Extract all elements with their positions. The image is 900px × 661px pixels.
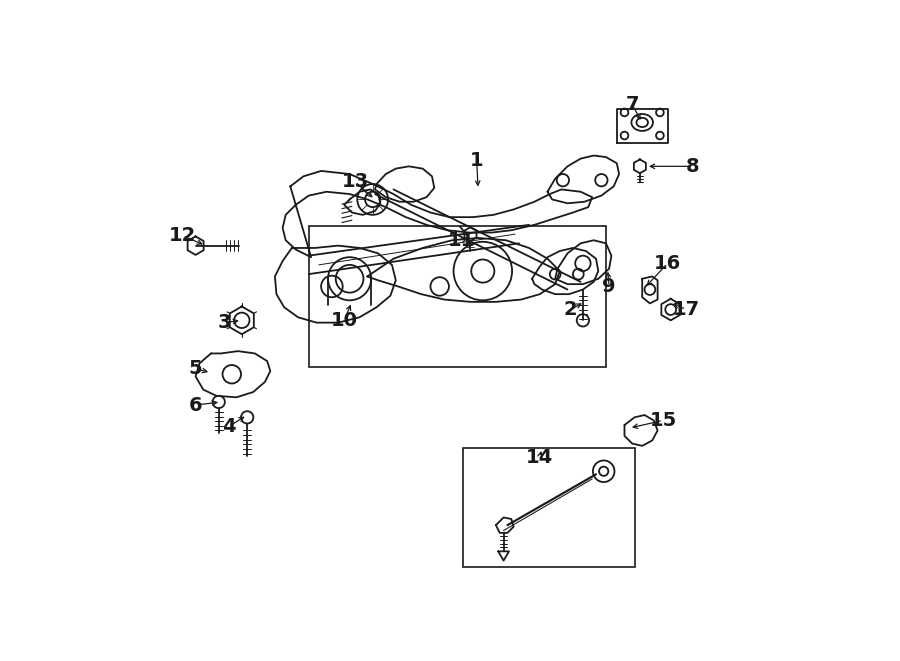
Text: 5: 5	[189, 360, 202, 378]
Text: 17: 17	[672, 300, 699, 319]
Text: 6: 6	[189, 395, 202, 414]
Text: 15: 15	[650, 411, 677, 430]
Text: 7: 7	[626, 95, 639, 114]
Text: 11: 11	[447, 231, 475, 250]
Text: 10: 10	[330, 311, 357, 330]
Text: 9: 9	[602, 277, 616, 296]
Text: 13: 13	[341, 173, 369, 191]
Bar	[463, 448, 634, 566]
Text: 14: 14	[526, 448, 554, 467]
Text: 4: 4	[222, 417, 236, 436]
Text: 12: 12	[169, 226, 196, 245]
Text: 16: 16	[654, 254, 681, 273]
Text: 2: 2	[563, 300, 578, 319]
Bar	[309, 226, 606, 367]
Text: 3: 3	[217, 313, 230, 332]
Text: 1: 1	[470, 151, 483, 171]
Text: 8: 8	[686, 157, 699, 176]
